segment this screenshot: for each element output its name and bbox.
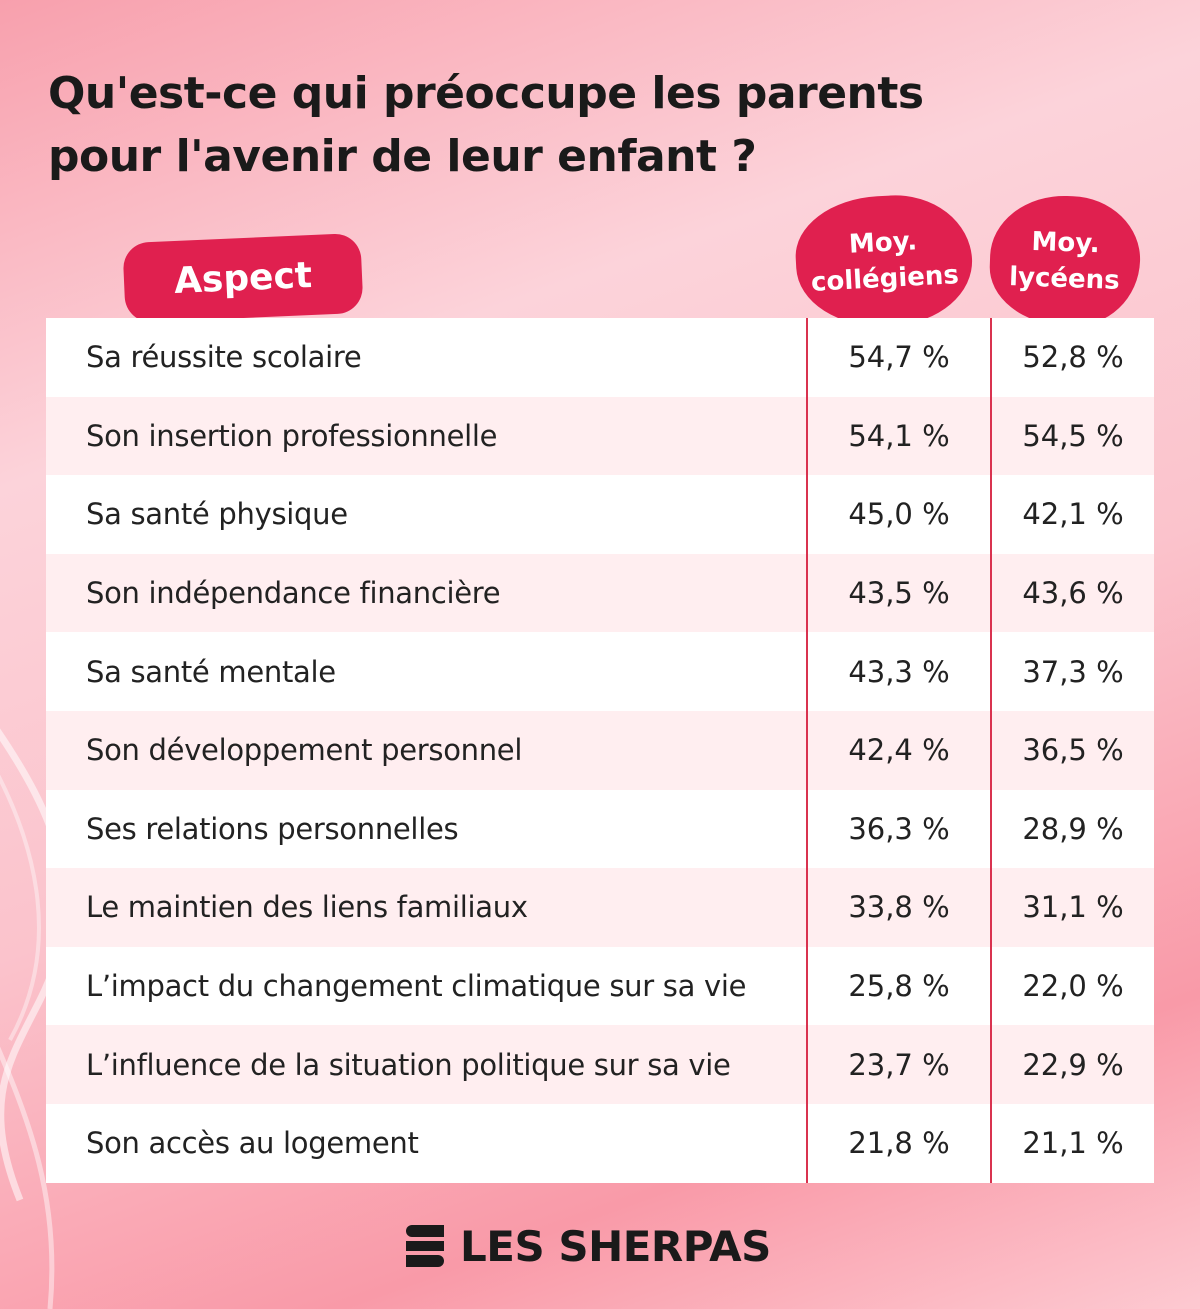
table-row: Son insertion professionnelle 54,1 % 54,…: [46, 396, 1154, 476]
sherpas-logo-icon: [406, 1225, 444, 1267]
table-row: Son développement personnel 42,4 % 36,5 …: [46, 710, 1154, 790]
row-college-value: 43,3 %: [848, 654, 950, 689]
row-lycee-value: 43,6 %: [1022, 576, 1124, 611]
row-lycee-value: 36,5 %: [1022, 733, 1124, 768]
row-aspect: Sa santé physique: [86, 497, 348, 532]
row-lycee-value: 21,1 %: [1022, 1126, 1124, 1161]
table-row: Ses relations personnelles 36,3 % 28,9 %: [46, 790, 1154, 869]
header-aspect: Aspect: [122, 232, 364, 324]
row-lycee-value: 37,3 %: [1022, 654, 1124, 689]
table-row: Son indépendance financière 43,5 % 43,6 …: [46, 553, 1154, 633]
row-college-value: 36,3 %: [848, 811, 950, 846]
row-aspect: Sa santé mentale: [86, 654, 336, 689]
row-aspect: Son indépendance financière: [86, 576, 501, 611]
column-divider: [806, 318, 808, 1183]
row-college-value: 33,8 %: [848, 890, 950, 925]
row-aspect: Son développement personnel: [86, 733, 523, 768]
row-college-value: 23,7 %: [848, 1047, 950, 1082]
row-aspect: L’impact du changement climatique sur sa…: [86, 969, 747, 1004]
row-aspect: Le maintien des liens familiaux: [86, 890, 528, 925]
column-divider: [990, 318, 992, 1183]
row-college-value: 21,8 %: [848, 1126, 950, 1161]
row-college-value: 54,7 %: [848, 340, 950, 375]
row-lycee-value: 31,1 %: [1022, 890, 1124, 925]
row-aspect: Son accès au logement: [86, 1126, 419, 1161]
page-title: Qu'est-ce qui préoccupe les parents pour…: [48, 68, 924, 182]
row-college-value: 45,0 %: [848, 497, 950, 532]
row-aspect: Son insertion professionnelle: [86, 418, 498, 453]
row-lycee-value: 52,8 %: [1022, 340, 1124, 375]
row-lycee-value: 28,9 %: [1022, 811, 1124, 846]
header-college-average: Moy. collégiens: [792, 191, 976, 331]
table-row: Le maintien des liens familiaux 33,8 % 3…: [46, 868, 1154, 947]
row-college-value: 42,4 %: [848, 733, 950, 768]
row-aspect: L’influence de la situation politique su…: [86, 1047, 731, 1082]
table-row: Sa santé mentale 43,3 % 37,3 %: [46, 632, 1154, 711]
row-college-value: 54,1 %: [848, 418, 950, 453]
row-aspect: Sa réussite scolaire: [86, 340, 362, 375]
row-lycee-value: 22,0 %: [1022, 969, 1124, 1004]
table-row: L’influence de la situation politique su…: [46, 1025, 1154, 1104]
table-row: Sa santé physique 45,0 % 42,1 %: [46, 475, 1154, 554]
table-row: Sa réussite scolaire 54,7 % 52,8 %: [46, 318, 1154, 397]
header-lycee-average: Moy. lycéens: [987, 193, 1143, 329]
table-row: Son accès au logement 21,8 % 21,1 %: [46, 1104, 1154, 1183]
row-college-value: 43,5 %: [848, 576, 950, 611]
row-lycee-value: 22,9 %: [1022, 1047, 1124, 1082]
data-table: Sa réussite scolaire 54,7 % 52,8 % Son i…: [46, 318, 1154, 1183]
row-aspect: Ses relations personnelles: [86, 811, 459, 846]
row-lycee-value: 54,5 %: [1022, 418, 1124, 453]
table-row: L’impact du changement climatique sur sa…: [46, 947, 1154, 1026]
brand-logo: LES SHERPAS: [404, 1218, 771, 1274]
row-college-value: 25,8 %: [848, 969, 950, 1004]
brand-name: LES SHERPAS: [460, 1221, 771, 1271]
row-lycee-value: 42,1 %: [1022, 497, 1124, 532]
